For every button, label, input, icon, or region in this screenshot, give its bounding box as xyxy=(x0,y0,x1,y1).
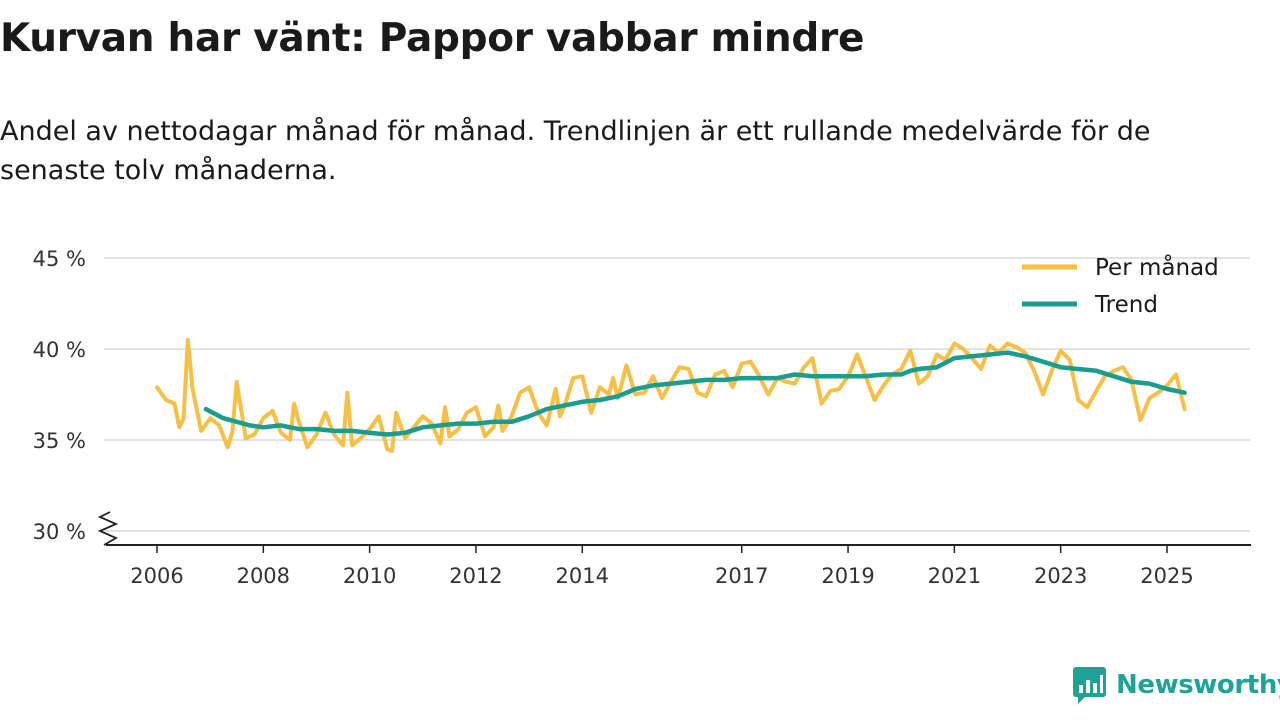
chart-subtitle: Andel av nettodagar månad för månad. Tre… xyxy=(0,116,1151,186)
newsworthy-logo-icon xyxy=(1073,667,1106,704)
axes: 30 % 35 % 40 % 45 % 2006 2008 2010 2012 2014 2017… xyxy=(33,247,1251,588)
x-tick-label: 2025 xyxy=(1140,564,1193,588)
brand-logo: Newsworthy xyxy=(1072,666,1280,704)
x-tick-label: 2023 xyxy=(1034,564,1087,588)
axis-break-icon xyxy=(97,511,119,546)
x-tick-label: 2017 xyxy=(715,564,768,588)
x-tick-label: 2006 xyxy=(130,564,183,588)
legend-label: Trend xyxy=(1094,292,1158,318)
y-tick-label: 40 % xyxy=(33,338,86,362)
legend: Per månad Trend xyxy=(1022,253,1219,318)
x-tick-label: 2010 xyxy=(343,564,396,588)
y-tick-label: 30 % xyxy=(33,520,86,544)
x-tick-label: 2008 xyxy=(237,564,290,588)
gridlines xyxy=(104,257,1250,532)
x-tick-label: 2012 xyxy=(449,564,502,588)
series-line-per-manad xyxy=(155,337,1187,453)
y-tick-label: 35 % xyxy=(33,429,86,453)
x-tick-label: 2021 xyxy=(928,564,981,588)
series xyxy=(155,337,1187,453)
x-tick-label: 2019 xyxy=(821,564,874,588)
x-tick-label: 2014 xyxy=(556,564,609,588)
y-tick-label: 45 % xyxy=(33,247,86,271)
chart-title: Kurvan har vänt: Pappor vabbar mindre xyxy=(0,16,865,61)
legend-label: Per månad xyxy=(1095,253,1219,281)
series-line-trend xyxy=(203,350,1187,437)
brand-name: Newsworthy xyxy=(1116,670,1280,700)
line-chart: 30 % 35 % 40 % 45 % 2006 2008 2010 2012 2014 2017… xyxy=(33,247,1251,588)
